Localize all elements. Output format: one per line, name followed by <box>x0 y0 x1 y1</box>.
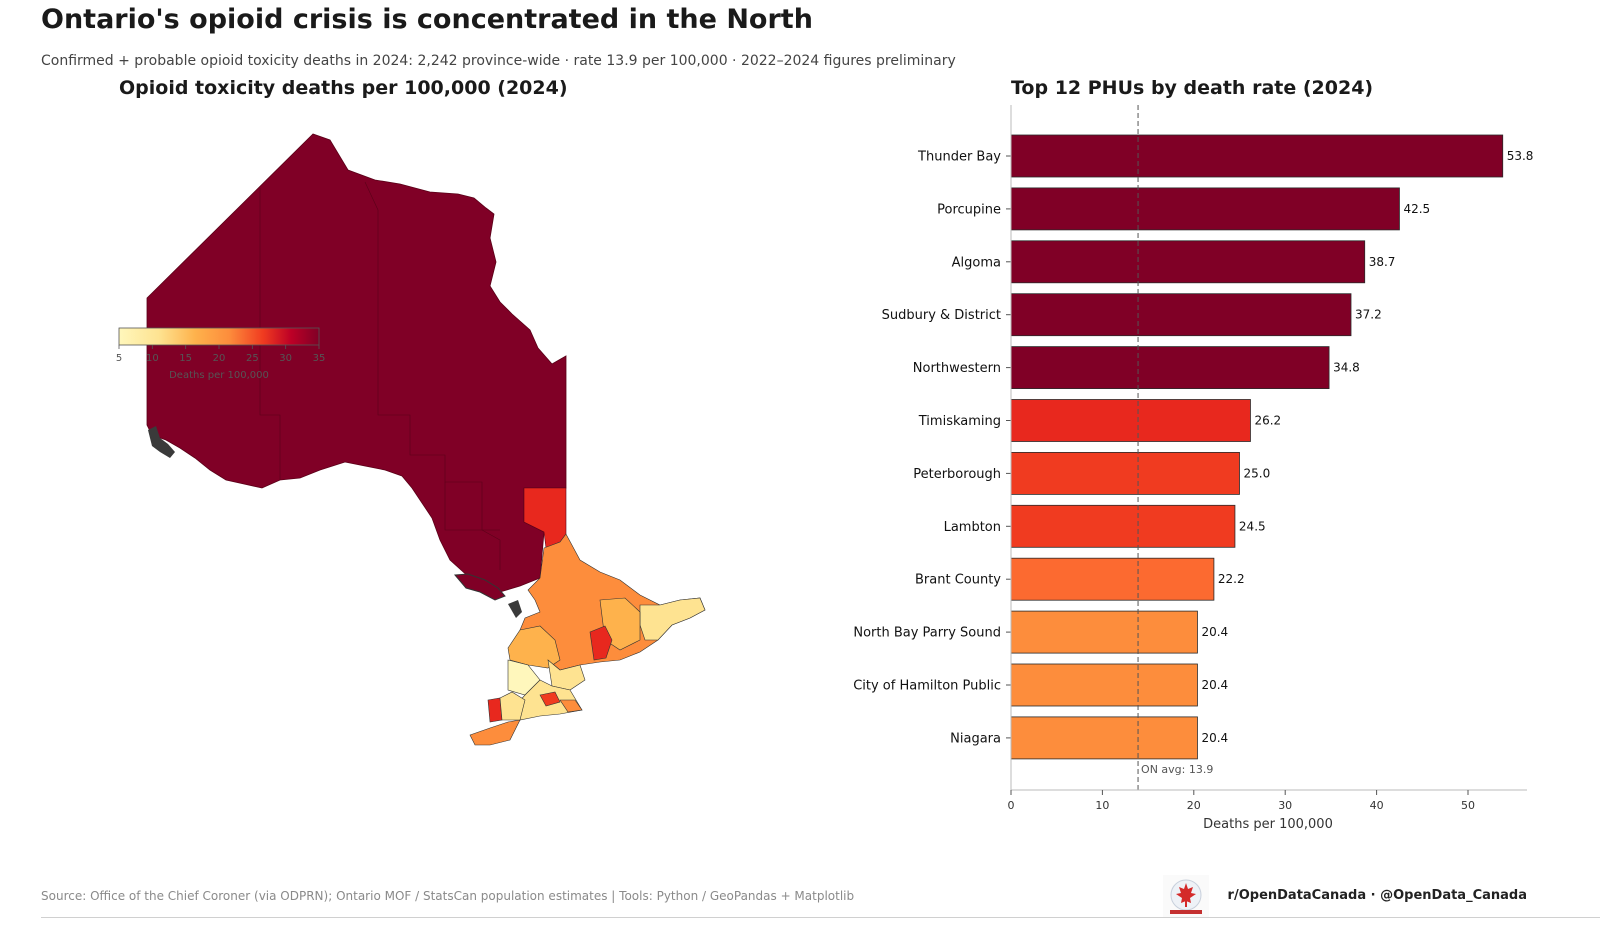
category-label: Peterborough <box>913 467 1001 482</box>
x-axis-label: Deaths per 100,000 <box>1203 817 1333 832</box>
x-tick-label: 10 <box>1095 799 1109 812</box>
value-label: 42.5 <box>1403 202 1430 216</box>
value-label: 53.8 <box>1507 149 1534 163</box>
bar <box>1010 663 1198 707</box>
bar <box>1010 716 1198 760</box>
x-tick-label: 50 <box>1461 799 1475 812</box>
category-label: Niagara <box>950 731 1001 746</box>
value-label: 26.2 <box>1254 414 1281 428</box>
bar <box>1010 134 1504 178</box>
map-coast-detail <box>148 426 522 618</box>
colorbar-label: Deaths per 100,000 <box>169 370 269 381</box>
colorbar-tick-label: 5 <box>116 353 122 364</box>
colorbar-tick-label: 10 <box>146 353 159 364</box>
page-title: Ontario's opioid crisis is concentrated … <box>41 4 813 35</box>
bar <box>1010 451 1240 495</box>
category-label: Sudbury & District <box>882 308 1001 323</box>
category-label: Brant County <box>915 573 1001 588</box>
colorbar-tick-label: 25 <box>246 353 259 364</box>
x-tick-label: 40 <box>1370 799 1384 812</box>
bar-chart: 53.8 42.5 38.7 37.2 34.8 26.2 25.0 24.5 22.2 20.4… <box>853 105 1534 832</box>
x-tick-label: 20 <box>1187 799 1201 812</box>
value-label: 20.4 <box>1201 731 1228 745</box>
map-region-south <box>469 533 706 746</box>
category-label: Lambton <box>944 520 1001 535</box>
x-axis: Thunder Bay Porcupine Algoma Sudbury & Dist… <box>853 105 1527 812</box>
bar <box>1010 187 1400 231</box>
x-tick-label: 0 <box>1008 799 1015 812</box>
bar <box>1010 504 1236 548</box>
colorbar <box>118 327 320 346</box>
ontario-choropleth-map: 5 10 15 20 25 30 35 Deaths per 100,000 <box>116 133 706 746</box>
footer-divider <box>41 917 1600 918</box>
colorbar-tick-label: 35 <box>313 353 326 364</box>
footer-handles: r/OpenDataCanada · @OpenData_Canada <box>1227 888 1527 903</box>
x-tick-label: 30 <box>1278 799 1292 812</box>
bar <box>1010 293 1352 337</box>
category-label: Timiskaming <box>918 414 1001 429</box>
bar <box>1010 399 1251 442</box>
colorbar-tick-label: 20 <box>213 353 226 364</box>
map-region-north <box>146 133 567 593</box>
value-label: 20.4 <box>1201 625 1228 639</box>
bar <box>1010 240 1366 284</box>
bar <box>1010 557 1215 601</box>
value-label: 20.4 <box>1201 678 1228 692</box>
category-label: Porcupine <box>937 202 1001 217</box>
category-label: Northwestern <box>913 361 1001 376</box>
category-label: City of Hamilton Public <box>853 679 1001 694</box>
colorbar-tick-label: 30 <box>279 353 292 364</box>
value-label: 22.2 <box>1218 572 1245 586</box>
value-label: 25.0 <box>1244 466 1271 480</box>
map-title: Opioid toxicity deaths per 100,000 (2024… <box>119 77 568 99</box>
value-label: 34.8 <box>1333 361 1360 375</box>
bars-layer: 53.8 42.5 38.7 37.2 34.8 26.2 25.0 24.5 22.2 20.4… <box>1010 105 1534 790</box>
value-label: 24.5 <box>1239 519 1266 533</box>
bar <box>1010 610 1198 654</box>
page-subtitle: Confirmed + probable opioid toxicity dea… <box>41 53 956 69</box>
value-label: 38.7 <box>1369 255 1396 269</box>
bar <box>1010 346 1330 390</box>
footer-source: Source: Office of the Chief Coroner (via… <box>41 889 855 903</box>
value-label: 37.2 <box>1355 308 1382 322</box>
reference-line-label: ON avg: 13.9 <box>1141 763 1213 776</box>
colorbar-tick-label: 15 <box>179 353 192 364</box>
colorbar-ticks: 5 10 15 20 25 30 35 <box>116 345 326 364</box>
map-boundaries-north <box>259 181 501 570</box>
maple-leaf-logo-icon <box>1163 875 1209 917</box>
category-label: Algoma <box>952 255 1001 270</box>
category-label: North Bay Parry Sound <box>853 626 1001 641</box>
bar-chart-title: Top 12 PHUs by death rate (2024) <box>1011 77 1374 99</box>
category-label: Thunder Bay <box>917 150 1001 165</box>
